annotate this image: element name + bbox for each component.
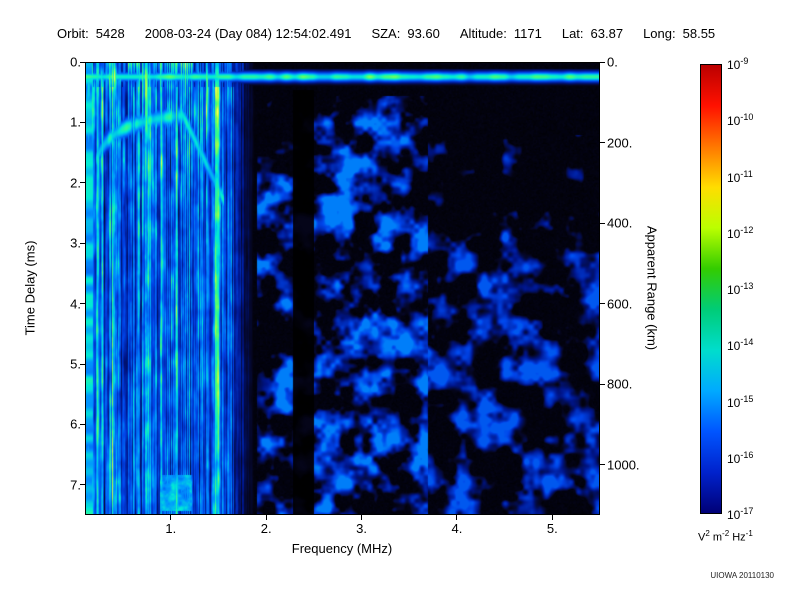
altitude-value: 1171 xyxy=(513,26,542,41)
x-axis-tick-mark xyxy=(265,515,267,520)
range-axis-tick-label: 1000. xyxy=(607,457,640,473)
x-axis-tick-label: 3. xyxy=(356,521,367,536)
colorbar-unit-label: V2 m-2 Hz-1 xyxy=(698,529,753,544)
datetime-value: 2008-03-24 (Day 084) 12:54:02.491 xyxy=(144,26,352,41)
colorbar-tick-label: 10-12 xyxy=(727,224,754,241)
y-axis-tick-label: 2. xyxy=(70,175,81,191)
header-info-bar: Orbit: 5428 2008-03-24 (Day 084) 12:54:0… xyxy=(57,26,715,41)
y-axis-tick-label: 3. xyxy=(70,235,81,251)
range-axis-tick-label: 200. xyxy=(607,135,633,151)
colorbar-tick-label: 10-10 xyxy=(727,112,754,129)
colorbar-tick-label: 10-17 xyxy=(727,506,754,522)
long-label: Long: xyxy=(643,26,676,41)
orbit-value: 5428 xyxy=(95,26,125,41)
credit-text: UIOWA 20110130 xyxy=(710,571,774,580)
range-axis-tick-label: 800. xyxy=(607,376,633,392)
range-axis-tick-label: 400. xyxy=(607,215,633,231)
x-axis-tick-label: 5. xyxy=(546,521,558,536)
colorbar xyxy=(700,64,722,514)
x-axis-tick-mark xyxy=(456,515,458,520)
altitude-label: Altitude: xyxy=(459,26,507,41)
x-axis-tick-label: 2. xyxy=(260,521,272,536)
range-axis-tick-mark xyxy=(600,383,605,385)
lat-label: Lat: xyxy=(561,26,584,41)
datetime-field: 2008-03-24 (Day 084) 12:54:02.491 xyxy=(145,26,352,41)
x-axis-tick-mark xyxy=(170,515,172,520)
colorbar-tick-label: 10-14 xyxy=(727,337,754,354)
spectrogram-canvas xyxy=(86,63,599,514)
range-axis-tick-mark xyxy=(600,142,605,144)
lat-field: Lat: 63.87 xyxy=(562,26,623,41)
right-axis-title: Apparent Range (km) xyxy=(644,225,660,351)
colorbar-tick-label: 10-9 xyxy=(727,56,749,72)
range-axis-tick-mark xyxy=(600,61,605,63)
y-axis-tick-label: 6. xyxy=(70,416,81,432)
range-axis-tick-mark xyxy=(600,222,605,224)
x-axis-tick-label: 1. xyxy=(165,521,177,536)
x-axis-tick-mark xyxy=(551,515,553,520)
colorbar-tick-label: 10-15 xyxy=(727,393,754,410)
altitude-field: Altitude: 1171 xyxy=(460,26,542,41)
sza-label: SZA: xyxy=(371,26,401,41)
long-value: 58.55 xyxy=(682,26,716,41)
sza-value: 93.60 xyxy=(407,26,440,41)
y-axis-tick-label: 0. xyxy=(70,54,81,70)
long-field: Long: 58.55 xyxy=(643,26,715,41)
x-axis-tick-mark xyxy=(361,515,363,520)
y-axis-tick-label: 4. xyxy=(70,296,81,312)
orbit-field: Orbit: 5428 xyxy=(57,26,125,41)
range-axis-tick-mark xyxy=(600,303,605,305)
y-axis-tick-label: 5. xyxy=(70,356,81,372)
colorbar-tick-label: 10-13 xyxy=(727,281,754,297)
colorbar-tick-label: 10-11 xyxy=(727,168,753,185)
lat-value: 63.87 xyxy=(590,26,624,41)
left-axis-title: Time Delay (ms) xyxy=(22,240,38,336)
range-axis-tick-label: 0. xyxy=(607,54,618,70)
sza-field: SZA: 93.60 xyxy=(371,26,439,41)
orbit-label: Orbit: xyxy=(57,26,89,41)
x-axis-tick-label: 4. xyxy=(451,521,463,536)
colorbar-tick-label: 10-16 xyxy=(727,449,754,466)
y-axis-tick-label: 7. xyxy=(70,477,81,493)
x-axis-title: Frequency (MHz) xyxy=(291,541,393,556)
range-axis-tick-mark xyxy=(600,464,605,466)
y-axis-tick-label: 1. xyxy=(70,114,81,130)
plot-area xyxy=(85,62,600,515)
range-axis-tick-label: 600. xyxy=(607,296,633,312)
